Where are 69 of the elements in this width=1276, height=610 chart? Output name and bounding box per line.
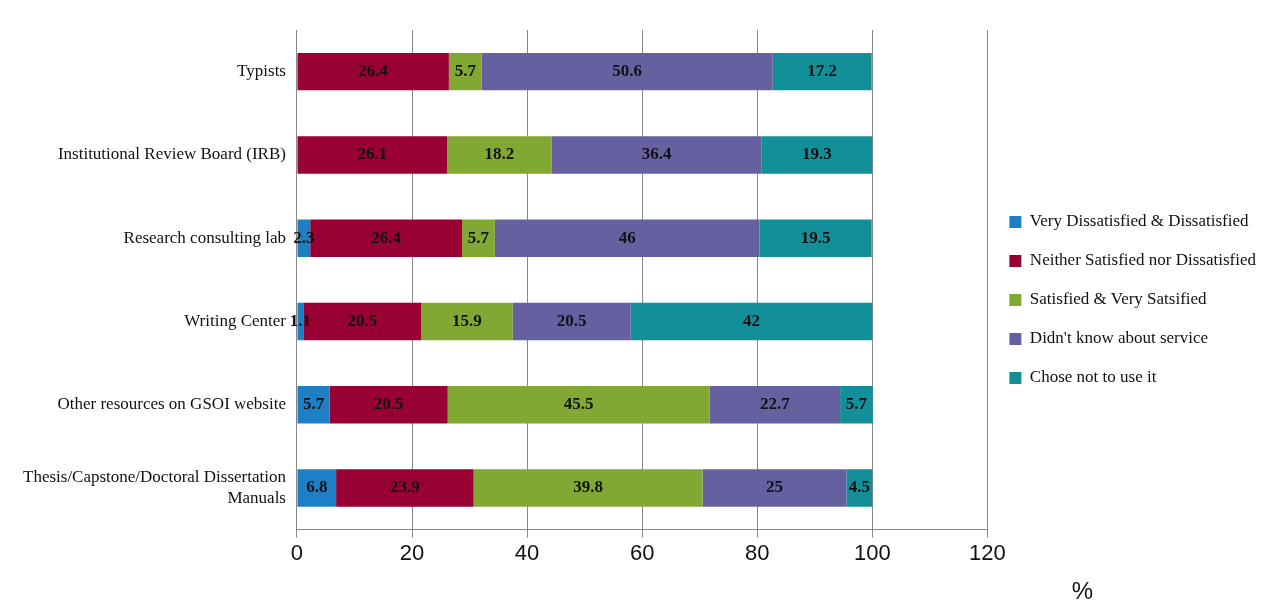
data-label: 6.8 [306, 477, 328, 497]
bar [473, 469, 703, 507]
bar [702, 469, 847, 507]
data-label: 46 [618, 227, 636, 247]
legend-label: Didn't know about service [1029, 328, 1209, 348]
bar [761, 136, 873, 174]
bar [447, 385, 710, 424]
legend-label: Very Dissatisfied & Dissatisfied [1029, 211, 1249, 231]
data-label: 15.9 [452, 310, 482, 330]
bar [297, 469, 337, 507]
bar [297, 385, 330, 424]
bar [462, 219, 495, 257]
bar [447, 136, 552, 174]
bar [297, 52, 449, 91]
x-axis-title: % [1071, 576, 1094, 604]
legend-label: Satisfied & Very Satsified [1029, 289, 1208, 309]
data-label: 17.2 [807, 61, 838, 81]
x-tick-label: 60 [629, 539, 655, 565]
y-tick-label: Typists [237, 61, 286, 81]
data-label: 22.7 [759, 394, 791, 414]
data-label: 5.7 [845, 394, 868, 414]
data-label: 20.5 [556, 310, 587, 330]
bar [448, 52, 482, 91]
y-tick-label: Thesis/Capstone/Doctoral Dissertation Manuals [22, 467, 287, 507]
data-label: 45.5 [563, 394, 594, 414]
bar [336, 469, 474, 507]
data-label: 20.5 [347, 310, 378, 330]
bar [494, 219, 760, 257]
data-label: 5.7 [303, 394, 325, 414]
y-tick-label: Other resources on GSOI website [57, 394, 286, 414]
bar [329, 385, 448, 424]
data-label: 1.1 [289, 310, 312, 330]
data-label: 23.9 [389, 477, 420, 497]
data-label: 50.6 [612, 61, 643, 81]
x-tick-label: 20 [399, 539, 425, 565]
x-tick-label: 80 [744, 539, 770, 565]
y-tick-label: Research consulting lab [123, 227, 286, 247]
bar [709, 385, 841, 424]
bar [421, 302, 513, 341]
bar [551, 136, 762, 174]
data-label: 5.7 [467, 227, 490, 247]
data-label: 19.3 [801, 144, 832, 164]
x-tick-label: 120 [968, 539, 1006, 565]
bar [297, 136, 448, 174]
data-label: 5.7 [454, 61, 477, 81]
data-label: 39.8 [573, 477, 603, 497]
data-label: 4.5 [848, 477, 870, 497]
bar [481, 52, 773, 91]
data-label: 19.5 [800, 227, 831, 247]
bar [759, 219, 872, 257]
bar [772, 52, 872, 91]
legend-label: Chose not to use it [1029, 367, 1157, 387]
x-tick-label: 0 [290, 539, 304, 565]
y-tick-label: Writing Center [184, 310, 287, 330]
data-label: 26.4 [371, 227, 402, 247]
x-tick-label: 40 [514, 539, 540, 565]
data-label: 26.1 [357, 144, 388, 164]
data-label: 25 [765, 477, 783, 497]
legend-label: Neither Satisfied nor Dissatisfied [1029, 250, 1257, 270]
data-label: 26.4 [358, 61, 389, 81]
data-label: 20.5 [373, 394, 404, 414]
bar [512, 302, 631, 341]
bar [630, 302, 873, 341]
data-label: 36.4 [641, 144, 672, 164]
data-label: 42 [742, 310, 760, 330]
y-tick-label: Institutional Review Board (IRB) [57, 144, 286, 164]
x-tick-label: 100 [853, 539, 891, 565]
bar [840, 385, 873, 424]
data-label: 18.2 [484, 144, 515, 164]
